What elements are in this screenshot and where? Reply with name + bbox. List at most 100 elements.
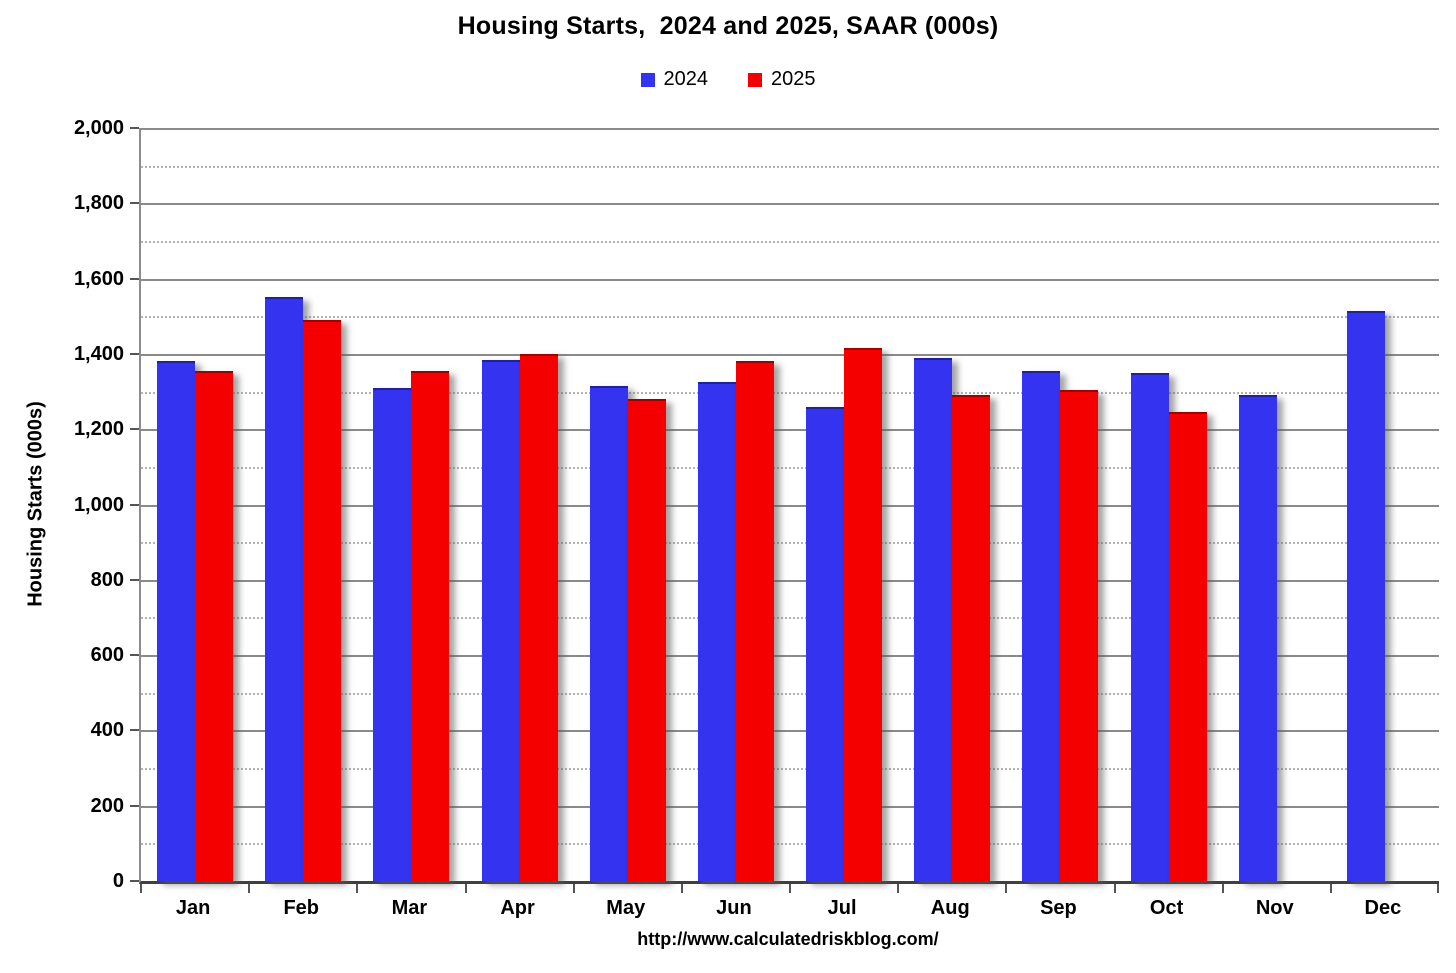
y-axis-label: 2,000 [73, 117, 124, 139]
minor-gridline [141, 692, 1439, 695]
y-axis-tick [130, 503, 139, 506]
chart-legend: 2024 2025 [0, 68, 1456, 91]
minor-gridline [141, 768, 1439, 771]
major-gridline [141, 805, 1439, 808]
x-axis-tick [1329, 884, 1332, 893]
x-axis-label-jun: Jun [716, 897, 752, 919]
x-axis-tick [789, 884, 791, 893]
plot-area [130, 127, 1439, 893]
x-axis-label-oct: Oct [1149, 897, 1184, 919]
x-axis-label-dec: Dec [1364, 897, 1402, 919]
major-gridline [141, 655, 1439, 658]
y-axis-label: 0 [112, 870, 124, 892]
bar-2024-nov [1238, 395, 1277, 881]
bar-2025-apr [519, 353, 558, 881]
y-axis-tick [130, 202, 139, 205]
y-axis-label: 1,000 [73, 493, 124, 516]
source-url: http://www.calculatedriskblog.com/ [637, 929, 939, 949]
y-axis-tick [130, 804, 139, 807]
x-axis-tick [356, 884, 359, 893]
y-axis-label: 1,200 [73, 418, 124, 441]
bar-2024-may [589, 385, 628, 881]
x-axis-tick [1437, 884, 1439, 893]
y-axis-label: 1,600 [73, 267, 124, 290]
bar-2024-aug [914, 357, 953, 881]
minor-gridline [141, 542, 1439, 545]
bar-2025-oct [1168, 412, 1207, 881]
bar-2024-sep [1022, 370, 1061, 881]
y-axis-tick [130, 578, 139, 581]
major-gridline [141, 429, 1439, 432]
major-gridline [141, 128, 1439, 130]
y-axis-tick [130, 729, 139, 732]
y-axis-tick [130, 654, 139, 657]
major-gridline [141, 730, 1439, 733]
legend-label-2025: 2025 [771, 68, 816, 90]
minor-gridline [141, 617, 1439, 620]
x-axis-tick [572, 884, 575, 893]
x-axis-tick [140, 884, 142, 893]
bar-2024-jul [806, 406, 845, 881]
bar-2025-jul [844, 348, 883, 881]
bar-2024-apr [481, 359, 520, 881]
x-axis-tick [248, 884, 251, 893]
major-gridline [141, 504, 1439, 507]
minor-gridline [141, 843, 1439, 846]
y-axis-tick [130, 127, 139, 129]
x-axis-label-jul: Jul [827, 897, 857, 919]
minor-gridline [141, 466, 1439, 469]
x-axis-label-mar: Mar [391, 897, 428, 919]
bar-2024-jun [697, 382, 736, 881]
bar-2025-may [627, 399, 666, 881]
x-axis-tick [464, 884, 467, 893]
x-axis-tick [1113, 884, 1116, 893]
minor-gridline [141, 391, 1439, 394]
bar-2025-jan [195, 370, 234, 881]
legend-label-2024: 2024 [663, 68, 709, 90]
y-axis-label: 1,400 [73, 342, 124, 365]
x-axis-label-feb: Feb [283, 897, 320, 919]
bar-2025-jun [735, 361, 774, 881]
bar-2024-oct [1130, 372, 1169, 881]
legend-item-2025: 2025 [748, 68, 816, 91]
minor-gridline [141, 316, 1439, 319]
y-axis-tick [130, 277, 139, 280]
y-axis-label: 400 [90, 719, 124, 742]
y-axis-label: 600 [90, 644, 124, 667]
bar-2025-aug [952, 395, 991, 881]
major-gridline [141, 353, 1439, 356]
legend-item-2024: 2024 [640, 68, 709, 91]
major-gridline [141, 278, 1439, 281]
bar-2024-jan [157, 361, 196, 881]
x-axis-label-apr: Apr [500, 897, 535, 919]
bar-2025-sep [1060, 389, 1099, 881]
x-axis-label-nov: Nov [1255, 897, 1294, 919]
bar-2025-feb [303, 320, 342, 881]
bar-2024-mar [373, 387, 412, 881]
y-axis-tick [130, 352, 139, 355]
x-axis-label-may: May [606, 897, 646, 919]
x-axis-label-sep: Sep [1040, 897, 1077, 919]
x-axis-label-jan: Jan [175, 897, 211, 919]
bar-2025-mar [411, 370, 450, 881]
y-axis-label: 200 [90, 794, 124, 817]
major-gridline [141, 203, 1439, 206]
x-axis-tick [680, 884, 683, 893]
minor-gridline [141, 240, 1439, 243]
y-axis-label: 1,800 [73, 192, 124, 215]
x-axis-tick [1005, 884, 1008, 893]
bar-2024-dec [1346, 310, 1385, 881]
x-axis-tick [1221, 884, 1224, 893]
y-axis-tick [130, 880, 139, 882]
x-axis-label-aug: Aug [930, 897, 970, 919]
y-axis-tick [130, 428, 139, 431]
y-axis-label: 800 [90, 568, 124, 591]
chart-title: Housing Starts, 2024 and 2025, SAAR (000… [457, 12, 999, 40]
bar-2024-feb [265, 297, 304, 881]
legend-swatch-2025 [748, 72, 762, 87]
major-gridline [141, 579, 1439, 582]
x-axis-tick [897, 884, 900, 893]
legend-swatch-2024 [640, 72, 655, 87]
minor-gridline [141, 165, 1439, 168]
